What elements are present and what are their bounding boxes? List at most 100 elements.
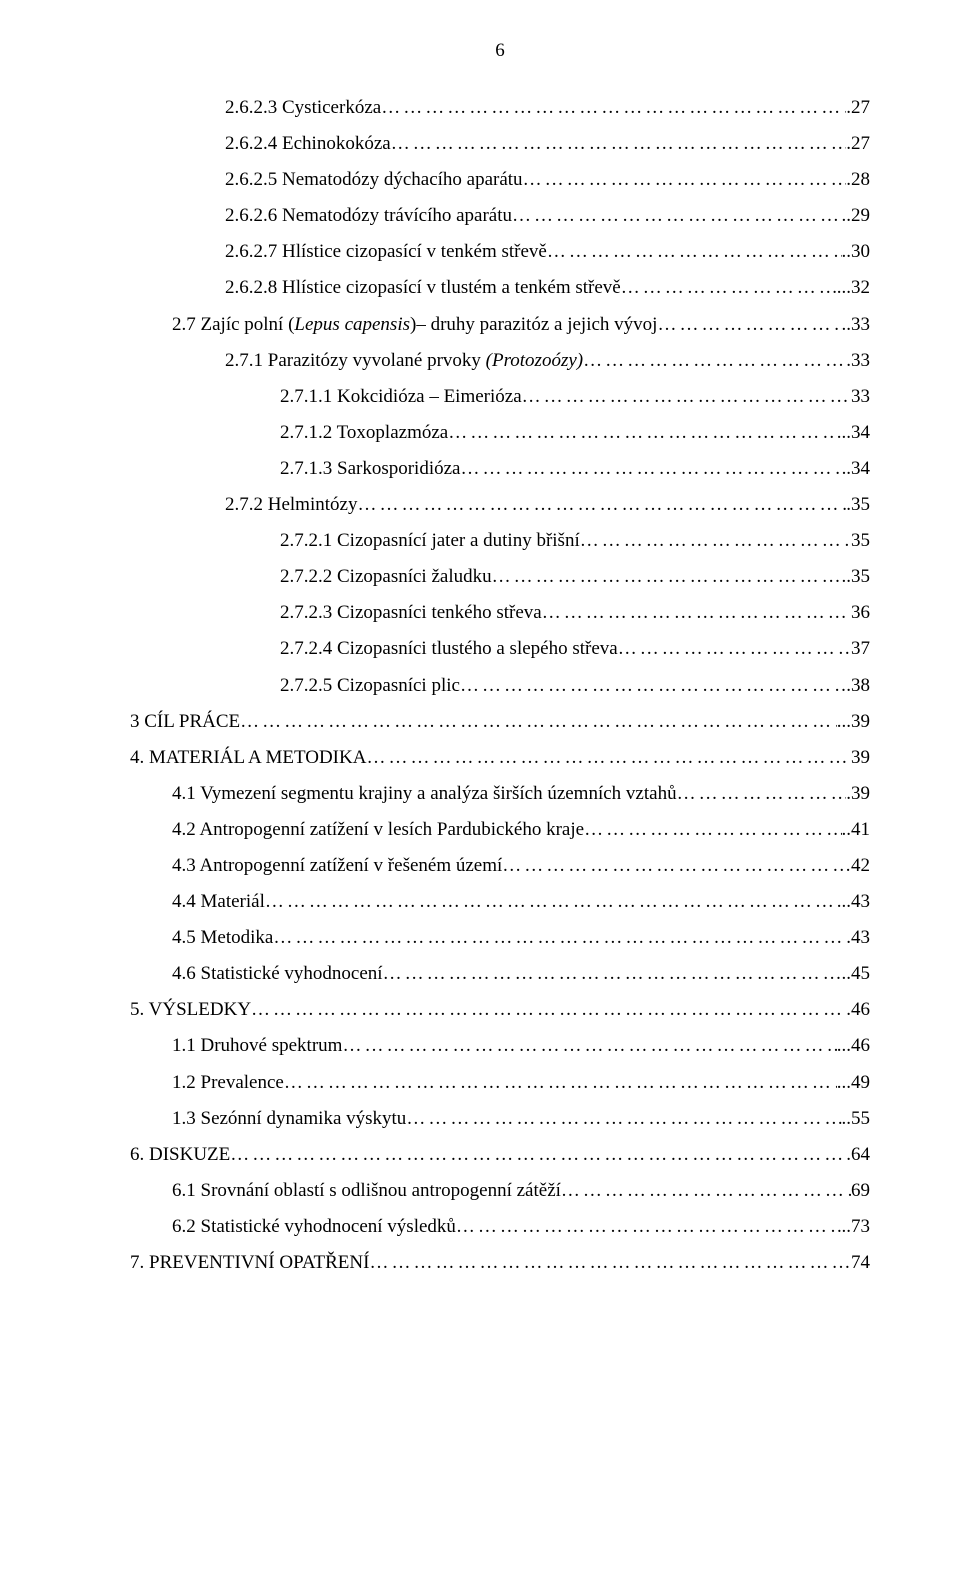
toc-entry-label: 2.6.2.5 Nematodózy dýchacího aparátu	[225, 162, 523, 198]
toc-entry-page: ..35	[842, 559, 871, 595]
toc-entry-label: 5. VÝSLEDKY	[130, 992, 251, 1028]
toc-entry: 2.7.2.5 Cizopasníci plic……………………………………………	[130, 668, 870, 704]
toc-entry-label: 2.6.2.6 Nematodózy trávícího aparátu	[225, 198, 512, 234]
toc-entry-leader: ……………………………………………………………………………………………………………	[512, 198, 841, 234]
page-container: 6 2.6.2.3 Cysticerkóza…………………………………………………	[0, 0, 960, 1341]
toc-entry: 2.6.2.4 Echinokokóza………………………………………………………	[130, 126, 870, 162]
toc-entry-page: .43	[846, 920, 870, 956]
toc-entry-leader: ……………………………………………………………………………………………………………	[366, 740, 851, 776]
toc-entry-leader: ……………………………………………………………………………………………………………	[492, 559, 842, 595]
toc-entry-leader: ……………………………………………………………………………………………………………	[342, 1028, 836, 1064]
toc-entry-leader: ……………………………………………………………………………………………………………	[561, 1173, 851, 1209]
toc-entry: 2.7.1.3 Sarkosporidióza………………………………………………	[130, 451, 870, 487]
toc-entry-page: ..73	[842, 1209, 871, 1245]
toc-entry-leader: ……………………………………………………………………………………………………………	[618, 631, 851, 667]
toc-entry-leader: ……………………………………………………………………………………………………………	[448, 415, 837, 451]
toc-entry-label: 4.3 Antropogenní zatížení v řešeném územ…	[172, 848, 502, 884]
toc-entry-page: ...49	[837, 1065, 870, 1101]
toc-entry-label: 2.7.2 Helmintózy	[225, 487, 357, 523]
toc-entry: 4.2 Antropogenní zatížení v lesích Pardu…	[130, 812, 870, 848]
toc-entry-leader: ……………………………………………………………………………………………………………	[383, 956, 842, 992]
toc-entry-page: ...46	[837, 1028, 870, 1064]
toc-entry-leader: ……………………………………………………………………………………………………………	[460, 451, 846, 487]
table-of-contents: 2.6.2.3 Cysticerkóza………………………………………………………	[130, 90, 870, 1281]
toc-entry-leader: ……………………………………………………………………………………………………………	[381, 90, 846, 126]
toc-entry-leader: ……………………………………………………………………………………………………………	[522, 379, 851, 415]
toc-entry: 4.4 Materiál……………………………………………………………………………	[130, 884, 870, 920]
toc-entry-page: .34	[846, 451, 870, 487]
toc-entry-leader: ……………………………………………………………………………………………………………	[580, 523, 851, 559]
toc-entry: 6.1 Srovnání oblastí s odlišnou antropog…	[130, 1173, 870, 1209]
toc-entry-leader: ……………………………………………………………………………………………………………	[273, 920, 846, 956]
toc-entry-leader: ……………………………………………………………………………………………………………	[284, 1065, 837, 1101]
toc-entry-leader: ……………………………………………………………………………………………………………	[584, 812, 841, 848]
toc-entry-leader: ……………………………………………………………………………………………………………	[677, 776, 847, 812]
toc-entry-leader: ……………………………………………………………………………………………………………	[542, 595, 851, 631]
toc-entry-leader: ……………………………………………………………………………………………………………	[240, 704, 837, 740]
toc-entry: 5. VÝSLEDKY………………………………………………………………………………	[130, 992, 870, 1028]
toc-entry-page: ..45	[842, 956, 871, 992]
toc-entry-leader: ……………………………………………………………………………………………………………	[456, 1209, 842, 1245]
toc-entry-page: ..30	[842, 234, 871, 270]
toc-entry-leader: ……………………………………………………………………………………………………………	[621, 270, 837, 306]
toc-entry-leader: ……………………………………………………………………………………………………………	[230, 1137, 846, 1173]
toc-entry: 2.7.1.1 Kokcidióza – Eimerióza……………………………	[130, 379, 870, 415]
toc-entry-label: 6.2 Statistické vyhodnocení výsledků	[172, 1209, 456, 1245]
toc-entry: 4.6 Statistické vyhodnocení……………………………………	[130, 956, 870, 992]
toc-entry-label: 2.6.2.7 Hlístice cizopasící v tenkém stř…	[225, 234, 547, 270]
toc-entry-label: 2.7 Zajíc polní (Lepus capensis)– druhy …	[172, 307, 657, 343]
toc-entry: 2.7.2.2 Cizopasníci žaludku……………………………………	[130, 559, 870, 595]
toc-entry-label: 2.7.2.3 Cizopasníci tenkého střeva	[280, 595, 542, 631]
toc-entry-label: 7. PREVENTIVNÍ OPATŘENÍ	[130, 1245, 369, 1281]
toc-entry-page: .64	[846, 1137, 870, 1173]
toc-entry-label: 6.1 Srovnání oblastí s odlišnou antropog…	[172, 1173, 561, 1209]
toc-entry-page: 42	[851, 848, 870, 884]
toc-entry-label: 6. DISKUZE	[130, 1137, 230, 1173]
toc-entry-leader: ……………………………………………………………………………………………………………	[369, 1245, 851, 1281]
toc-entry: 4.1 Vymezení segmentu krajiny a analýza …	[130, 776, 870, 812]
toc-entry-leader: ……………………………………………………………………………………………………………	[657, 307, 841, 343]
toc-entry: 2.7.2.4 Cizopasníci tlustého a slepého s…	[130, 631, 870, 667]
toc-entry: 2.6.2.8 Hlístice cizopasící v tlustém a …	[130, 270, 870, 306]
toc-entry: 3 CÍL PRÁCE………………………………………………………………………………	[130, 704, 870, 740]
toc-entry-label: 2.7.2.5 Cizopasníci plic	[280, 668, 460, 704]
toc-entry-page: 35	[851, 523, 870, 559]
toc-entry-label: 1.3 Sezónní dynamika výskytu	[172, 1101, 406, 1137]
toc-entry-label: 2.6.2.3 Cysticerkóza	[225, 90, 381, 126]
toc-entry-leader: ……………………………………………………………………………………………………………	[391, 126, 847, 162]
toc-entry-page: .38	[846, 668, 870, 704]
toc-entry-leader: ……………………………………………………………………………………………………………	[502, 848, 851, 884]
toc-entry: 2.6.2.5 Nematodózy dýchacího aparátu……………	[130, 162, 870, 198]
toc-entry: 4. MATERIÁL A METODIKA…………………………………………………	[130, 740, 870, 776]
toc-entry: 1.2 Prevalence………………………………………………………………………	[130, 1065, 870, 1101]
toc-entry-leader: ……………………………………………………………………………………………………………	[251, 992, 846, 1028]
toc-entry: 2.7.2.1 Cizopasnící jater a dutiny břišn…	[130, 523, 870, 559]
toc-entry-label: 1.1 Druhové spektrum	[172, 1028, 342, 1064]
toc-entry-page: .33	[846, 343, 870, 379]
toc-entry-page: ...32	[837, 270, 870, 306]
toc-entry-page: .46	[846, 992, 870, 1028]
toc-entry-leader: ……………………………………………………………………………………………………………	[583, 343, 846, 379]
toc-entry: 1.1 Druhové spektrum………………………………………………………	[130, 1028, 870, 1064]
toc-entry-label: 2.7.2.2 Cizopasníci žaludku	[280, 559, 492, 595]
toc-entry: 6. DISKUZE…………………………………………………………………………………	[130, 1137, 870, 1173]
toc-entry: 2.6.2.6 Nematodózy trávícího aparátu……………	[130, 198, 870, 234]
toc-entry-page: 33	[851, 379, 870, 415]
toc-entry: 7. PREVENTIVNÍ OPATŘENÍ………………………………………………	[130, 1245, 870, 1281]
toc-entry-label: 2.7.2.4 Cizopasníci tlustého a slepého s…	[280, 631, 618, 667]
toc-entry-page: ...43	[837, 884, 870, 920]
toc-entry-leader: ……………………………………………………………………………………………………………	[357, 487, 846, 523]
toc-entry-label: 4. MATERIÁL A METODIKA	[130, 740, 366, 776]
toc-entry-page: ..55	[842, 1101, 871, 1137]
toc-entry: 4.5 Metodika……………………………………………………………………………	[130, 920, 870, 956]
toc-entry: 4.3 Antropogenní zatížení v řešeném územ…	[130, 848, 870, 884]
toc-entry-page: 36	[851, 595, 870, 631]
toc-entry: 2.7.1.2 Toxoplazmóza………………………………………………………	[130, 415, 870, 451]
toc-entry-page: .35	[846, 487, 870, 523]
toc-entry-label: 2.6.2.4 Echinokokóza	[225, 126, 391, 162]
toc-entry-label: 3 CÍL PRÁCE	[130, 704, 240, 740]
toc-entry-page: .39	[846, 776, 870, 812]
toc-entry: 2.7 Zajíc polní (Lepus capensis)– druhy …	[130, 307, 870, 343]
toc-entry-leader: ……………………………………………………………………………………………………………	[460, 668, 846, 704]
page-number: 6	[130, 40, 870, 62]
